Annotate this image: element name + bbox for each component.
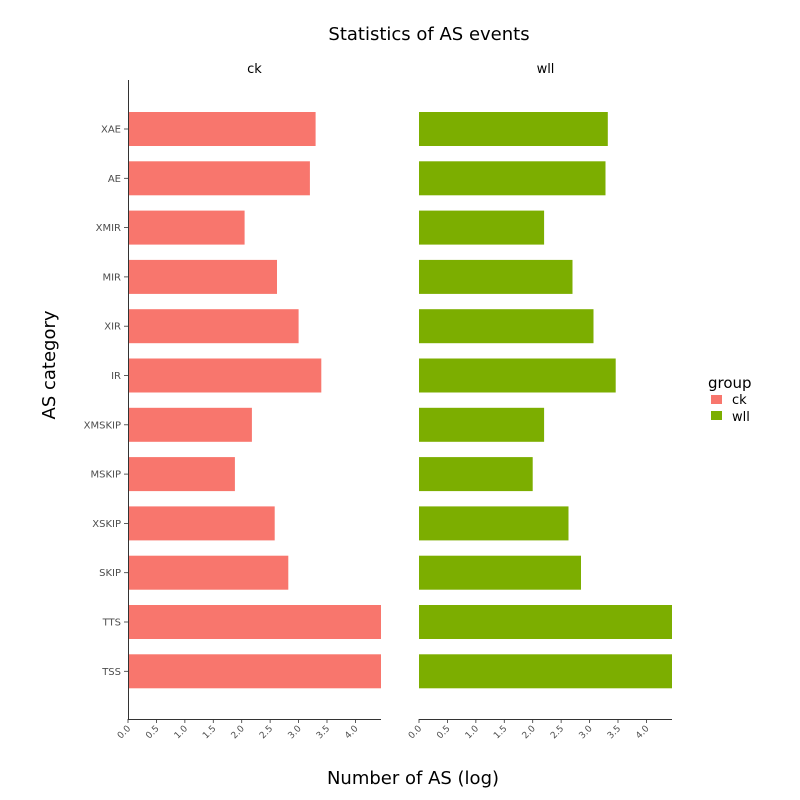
y-tick-label-mskip: MSKIP: [90, 470, 121, 481]
bar-wll-skip: [419, 555, 581, 590]
y-tick-label-tss: TSS: [101, 667, 121, 678]
bar-wll-tss: [419, 654, 672, 689]
bar-ck-tts: [128, 605, 381, 639]
bar-wll-xir: [419, 309, 594, 344]
facet-label-wll: wll: [537, 62, 555, 77]
x-tick-label: 2.5: [258, 724, 275, 741]
x-tick-label: 2.5: [549, 724, 566, 741]
bar-ck-skip: [128, 555, 289, 590]
bar-wll-mir: [419, 259, 573, 294]
legend-label-ck: ck: [732, 393, 747, 408]
x-tick-label: 2.0: [521, 724, 538, 741]
y-tick-label-ir: IR: [111, 371, 121, 382]
y-tick-label-xmir: XMIR: [96, 223, 121, 234]
y-tick-label-tts: TTS: [102, 618, 121, 629]
legend-label-wll: wll: [732, 410, 750, 425]
bar-wll-xae: [419, 112, 608, 146]
y-tick-label-xmskip: XMSKIP: [84, 420, 121, 431]
bar-wll-xmir: [419, 210, 545, 245]
x-tick-label: 3.0: [578, 724, 595, 741]
bar-wll-xskip: [419, 506, 569, 541]
bar-wll-mskip: [419, 457, 533, 492]
y-tick-label-xir: XIR: [104, 322, 121, 333]
x-axis-title: Number of AS (log): [327, 768, 499, 789]
x-tick-label: 1.5: [492, 724, 509, 741]
bar-ck-xskip: [128, 506, 275, 541]
y-tick-label-skip: SKIP: [99, 568, 121, 579]
bar-ck-mskip: [128, 457, 235, 492]
bar-ck-xae: [128, 112, 316, 146]
facet-panels: ck 0.0 0.5 1.0 1.5 2.0 2.5 3.0 3.5 4.0 wll 0.0 0.5 1.…: [84, 62, 672, 741]
legend: group ck wll: [708, 374, 752, 425]
y-tick-label-xskip: XSKIP: [92, 519, 121, 530]
x-tick-label: 2.0: [230, 724, 247, 741]
x-tick-label: 4.0: [343, 724, 360, 741]
x-tick-label: 1.0: [173, 724, 190, 741]
legend-swatch-wll: [711, 411, 722, 420]
x-tick-label: 3.0: [287, 724, 304, 741]
legend-title: group: [708, 374, 752, 392]
bar-wll-xmskip: [419, 407, 545, 442]
bar-ck-xmskip: [128, 407, 252, 442]
bar-ck-tss: [128, 654, 381, 689]
x-tick-label: 0.5: [144, 724, 161, 741]
facet-label-ck: ck: [247, 62, 262, 77]
x-tick-label: 1.5: [201, 724, 218, 741]
bar-wll-tts: [419, 605, 672, 639]
y-tick-label-xae: XAE: [101, 125, 121, 136]
bar-ck-xmir: [128, 210, 245, 245]
legend-swatch-ck: [711, 395, 722, 404]
x-tick-label: 0.5: [435, 724, 452, 741]
x-tick-label: 0.0: [407, 724, 424, 741]
chart-title: Statistics of AS events: [328, 24, 529, 45]
y-tick-label-mir: MIR: [102, 272, 121, 283]
bar-wll-ae: [419, 161, 606, 196]
bar-ck-ae: [128, 161, 310, 196]
bar-ck-ir: [128, 358, 322, 393]
x-tick-label: 0.0: [116, 724, 133, 741]
x-tick-label: 4.0: [634, 724, 651, 741]
x-tick-label: 1.0: [464, 724, 481, 741]
x-tick-label: 3.5: [315, 724, 332, 741]
y-axis-title: AS category: [39, 310, 60, 419]
bar-wll-ir: [419, 358, 616, 393]
bar-ck-xir: [128, 309, 299, 344]
bar-ck-mir: [128, 259, 277, 294]
y-tick-label-ae: AE: [108, 174, 121, 185]
x-tick-label: 3.5: [606, 724, 623, 741]
